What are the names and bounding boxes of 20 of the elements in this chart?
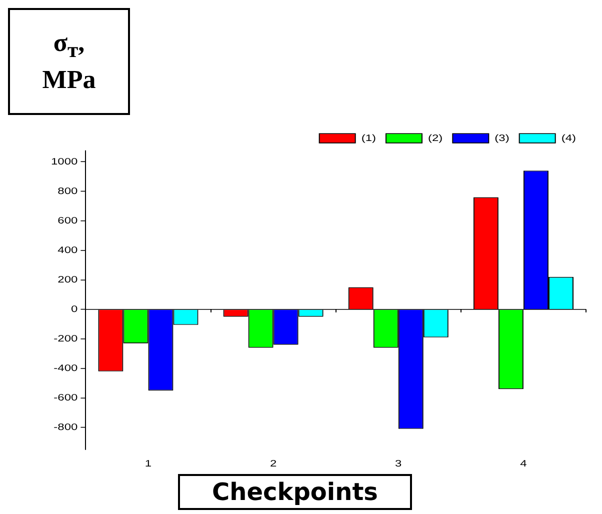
y-tick-label: -600 [54,392,78,404]
y-tick-label: 400 [58,245,78,256]
legend-label: (4) [561,133,576,144]
y-tick-label: 800 [58,186,78,196]
y-tick-label: -400 [54,363,78,374]
x-tick-label: 3 [395,458,402,469]
y-tick-label: 600 [58,216,78,226]
x-tick-label: 2 [270,458,277,469]
x-axis-title: Checkpoints [178,474,412,510]
y-tick-label: -200 [54,334,78,344]
y-tick-label: 0 [71,304,78,315]
y-tick-label: 1000 [51,156,78,167]
x-tick-label: 1 [144,458,152,469]
legend-label: (3) [494,133,510,144]
legend-label: (2) [428,133,443,144]
y-tick-label: 200 [58,274,78,286]
y-tick-label: -800 [54,422,78,433]
legend-label: (1) [361,133,376,144]
y-axis-title: σ$_{т}$, MPa [8,8,130,116]
x-tick-label: 4 [520,458,527,469]
